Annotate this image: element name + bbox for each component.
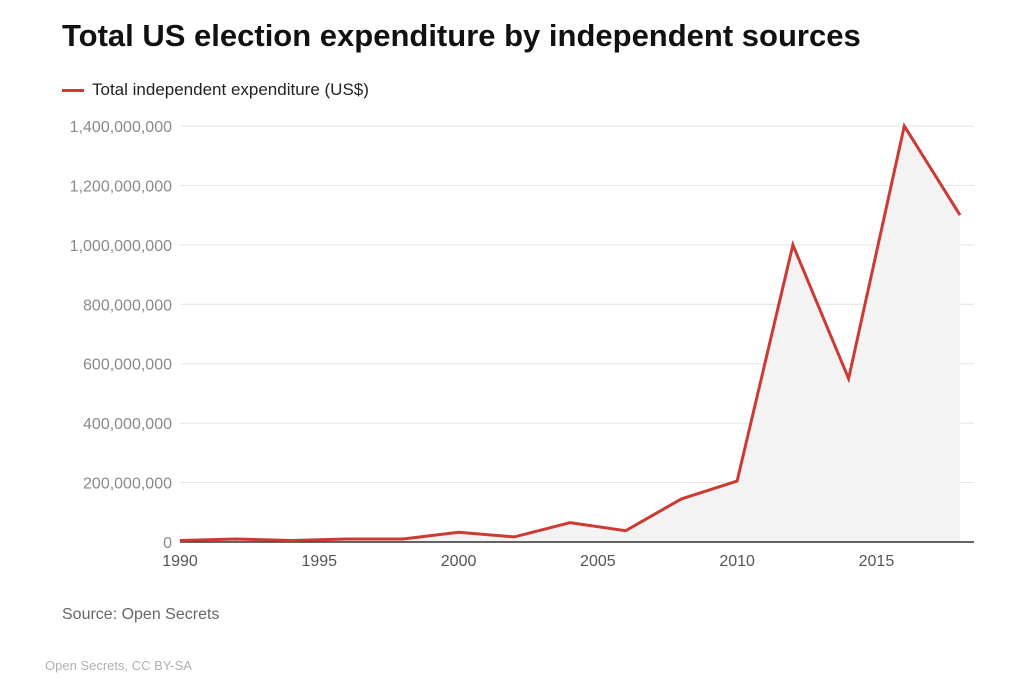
credit-note: Open Secrets, CC BY-SA [45,658,192,673]
legend: Total independent expenditure (US$) [62,80,369,100]
series-line [179,122,962,543]
x-tick-label: 2015 [859,553,895,570]
gridlines [180,125,974,484]
area-fill [180,126,960,542]
legend-swatch [62,88,84,92]
x-tick-label: 2005 [580,553,616,570]
x-tick-label: 1995 [301,553,337,570]
y-tick-label: 1,200,000,000 [70,178,172,195]
legend-label: Total independent expenditure (US$) [92,80,369,99]
series-lines [179,122,962,543]
y-tick-label: 1,400,000,000 [70,119,172,136]
x-tick-label: 2010 [719,553,755,570]
y-tick-label: 200,000,000 [83,476,172,493]
y-tick-label: 400,000,000 [83,416,172,433]
y-tick-label: 800,000,000 [83,297,172,314]
y-tick-label: 600,000,000 [83,357,172,374]
y-tick-label: 1,000,000,000 [70,238,172,255]
tick-labels: 0 200,000,000 400,000,000 600,000,000 800,00… [70,119,895,570]
x-tick-label: 2000 [441,553,477,570]
series-area [180,126,960,542]
y-tick-label: 0 [163,535,172,552]
chart-title: Total US election expenditure by indepen… [62,18,861,53]
source-note: Source: Open Secrets [62,606,220,623]
x-tick-label: 1990 [162,553,198,570]
